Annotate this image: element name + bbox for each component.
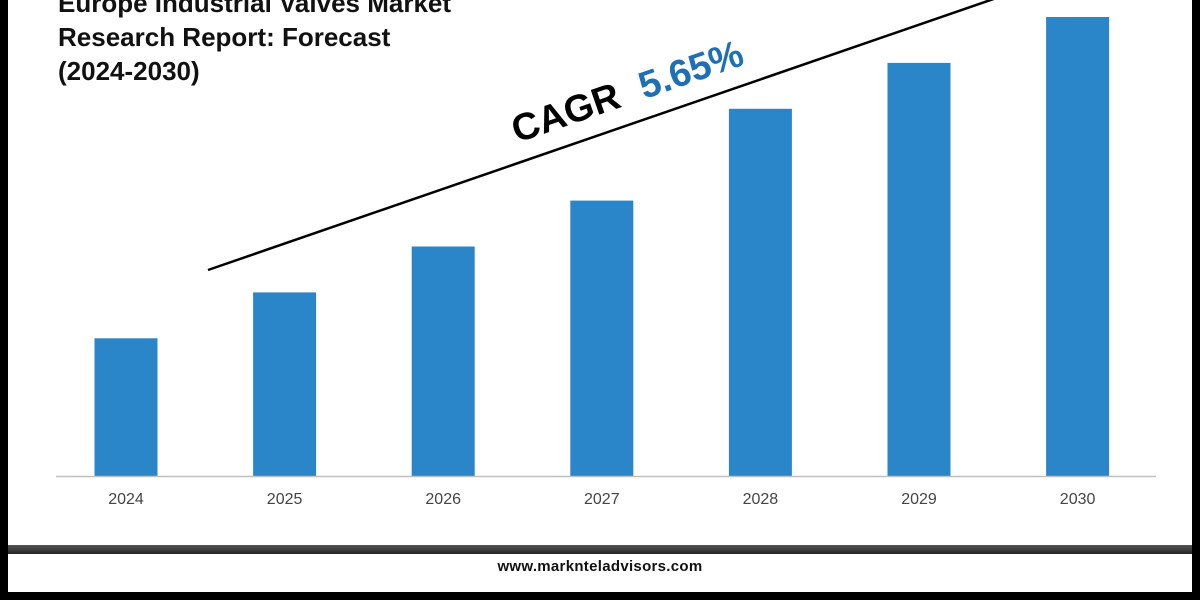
bar-2030 (1046, 17, 1110, 476)
infographic-frame: Europe Industrial Valves Market Research… (8, 0, 1192, 592)
chart-title-line-1: Europe Industrial Valves Market (58, 0, 452, 18)
bar-2027 (570, 200, 634, 476)
chart-title-line-2: Research Report: Forecast (58, 22, 391, 52)
bar-2025 (253, 292, 317, 476)
x-tick-label-2029: 2029 (901, 491, 937, 508)
x-tick-label-2025: 2025 (267, 491, 303, 508)
footer-website: www.marknteladvisors.com (497, 558, 703, 575)
bar-2026 (411, 246, 475, 476)
cagr-annotation: CAGR 5.65% (506, 33, 749, 152)
cagr-trend-line (207, 0, 995, 272)
x-tick-label-2030: 2030 (1060, 491, 1096, 508)
bar-2029 (887, 62, 951, 477)
x-tick-label-2027: 2027 (584, 491, 620, 508)
cagr-label: CAGR (506, 75, 625, 151)
x-tick-label-2028: 2028 (743, 491, 779, 508)
x-tick-label-2026: 2026 (425, 491, 461, 508)
x-tick-label-2024: 2024 (108, 491, 144, 508)
x-tick-labels: 2024 2025 2026 2027 2028 2029 2030 (108, 491, 1095, 508)
cagr-value: 5.65% (633, 33, 749, 108)
chart-title: Europe Industrial Valves Market Research… (58, 0, 578, 88)
footer-band (8, 545, 1192, 554)
bar-2028 (728, 108, 792, 477)
bar-2024 (94, 338, 158, 476)
bar-group (94, 17, 1110, 477)
chart-title-line-3: (2024-2030) (58, 56, 200, 86)
bar-chart: 2024 2025 2026 2027 2028 2029 2030 CAGR 5.65% (56, 0, 1156, 508)
